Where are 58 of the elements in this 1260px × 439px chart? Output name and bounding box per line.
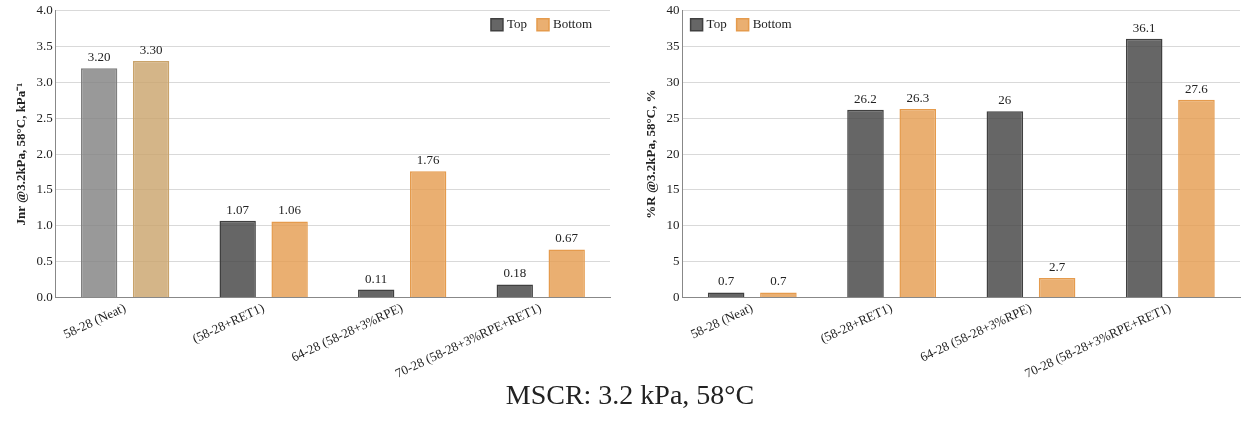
y-tick-label: 0.0	[36, 288, 53, 304]
bar	[409, 171, 447, 297]
bar	[760, 292, 797, 297]
bar	[132, 60, 170, 297]
data-label: 3.20	[87, 49, 111, 65]
y-tick-label: 5	[673, 253, 680, 269]
bar	[548, 249, 585, 297]
data-label: 0.18	[503, 265, 527, 281]
bar	[899, 108, 937, 297]
data-label: 1.07	[226, 201, 250, 217]
y-tick-label: 2.5	[36, 109, 53, 125]
data-label: 0.67	[555, 230, 579, 246]
data-label: 0.11	[365, 270, 388, 286]
legend-label: Bottom	[752, 16, 792, 32]
data-label: 0.7	[770, 273, 788, 289]
y-tick-label: 0.5	[36, 253, 53, 269]
y-tick-label: 1.0	[36, 217, 53, 233]
text: MSCR: 3.2 kPa, 58°C	[504, 379, 756, 411]
data-label: 1.76	[416, 152, 441, 168]
bar	[219, 220, 256, 297]
bar	[986, 111, 1024, 297]
y-tick-label: 10	[666, 217, 680, 233]
data-label: 3.30	[139, 41, 163, 57]
y-tick-label: 40	[666, 2, 680, 18]
legend-label: Top	[506, 16, 528, 32]
data-label: 26.2	[854, 90, 877, 106]
bar	[707, 292, 745, 297]
x-tick-label: 58-28 (Neat)	[60, 299, 128, 342]
data-label: 2.7	[1048, 259, 1066, 275]
bar	[1125, 38, 1163, 297]
data-label: 36.1	[1132, 19, 1156, 35]
bar	[1038, 278, 1076, 297]
bar	[358, 289, 395, 297]
data-label: 26.3	[906, 89, 930, 105]
data-label: 27.6	[1185, 80, 1209, 96]
bar	[847, 109, 884, 297]
legend-label: Top	[706, 16, 727, 32]
y-tick-label: 3.0	[36, 73, 53, 89]
data-label: 26	[998, 92, 1012, 108]
bar	[1178, 99, 1215, 297]
y-tick-label: 35	[666, 38, 680, 54]
y-tick-label: 30	[666, 73, 680, 89]
y-axis-title: %R @3.2kPa, 58°C, %	[643, 89, 659, 219]
y-tick-label: 1.5	[36, 181, 53, 197]
data-label: 1.06	[278, 202, 302, 218]
y-tick-label: 20	[666, 145, 680, 161]
y-tick-label: 2.0	[36, 145, 53, 161]
y-tick-label: 15	[666, 181, 680, 197]
bar	[271, 221, 308, 297]
legend-label: Bottom	[552, 16, 593, 32]
data-label: 0.7	[718, 273, 735, 289]
y-tick-label: 3.5	[36, 38, 53, 54]
y-tick-label: 0	[673, 288, 680, 304]
bar	[496, 284, 533, 297]
y-tick-label: 25	[666, 109, 680, 125]
x-tick-label: 58-28 (Neat)	[688, 299, 755, 342]
y-tick-label: 4.0	[36, 2, 53, 18]
y-axis-title: Jnr @3.2kPa, 58°C, kPa⁻¹	[13, 82, 29, 226]
